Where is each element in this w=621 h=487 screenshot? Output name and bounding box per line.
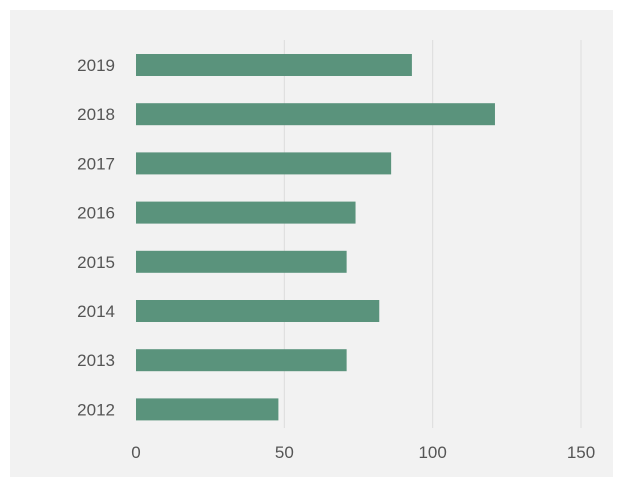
x-tick-label: 150 [567,443,595,462]
y-tick-label: 2019 [77,56,115,75]
bar-2017[interactable] [136,152,392,175]
bar-2019[interactable] [136,54,412,76]
y-tick-label: 2014 [77,302,115,321]
bar-2013[interactable] [136,349,347,372]
bar-2012[interactable] [136,398,279,421]
bar-2015[interactable] [136,250,347,273]
x-axis-labels: 0 50 100 150 [131,443,595,462]
x-tick-label: 100 [418,443,446,462]
y-tick-label: 2012 [77,400,115,419]
x-tick-label: 50 [275,443,294,462]
x-tick-label: 0 [131,443,140,462]
y-tick-label: 2013 [77,351,115,370]
y-tick-label: 2016 [77,204,115,223]
bar-2014[interactable] [136,300,380,322]
y-axis-labels: 2019 2018 2017 2016 2015 2014 2013 2012 [77,56,115,419]
bars [136,54,495,421]
bar-2016[interactable] [136,201,356,224]
bar-2018[interactable] [136,103,495,126]
chart-panel [10,10,613,477]
y-tick-label: 2018 [77,105,115,124]
y-tick-label: 2015 [77,253,115,272]
y-tick-label: 2017 [77,154,115,173]
